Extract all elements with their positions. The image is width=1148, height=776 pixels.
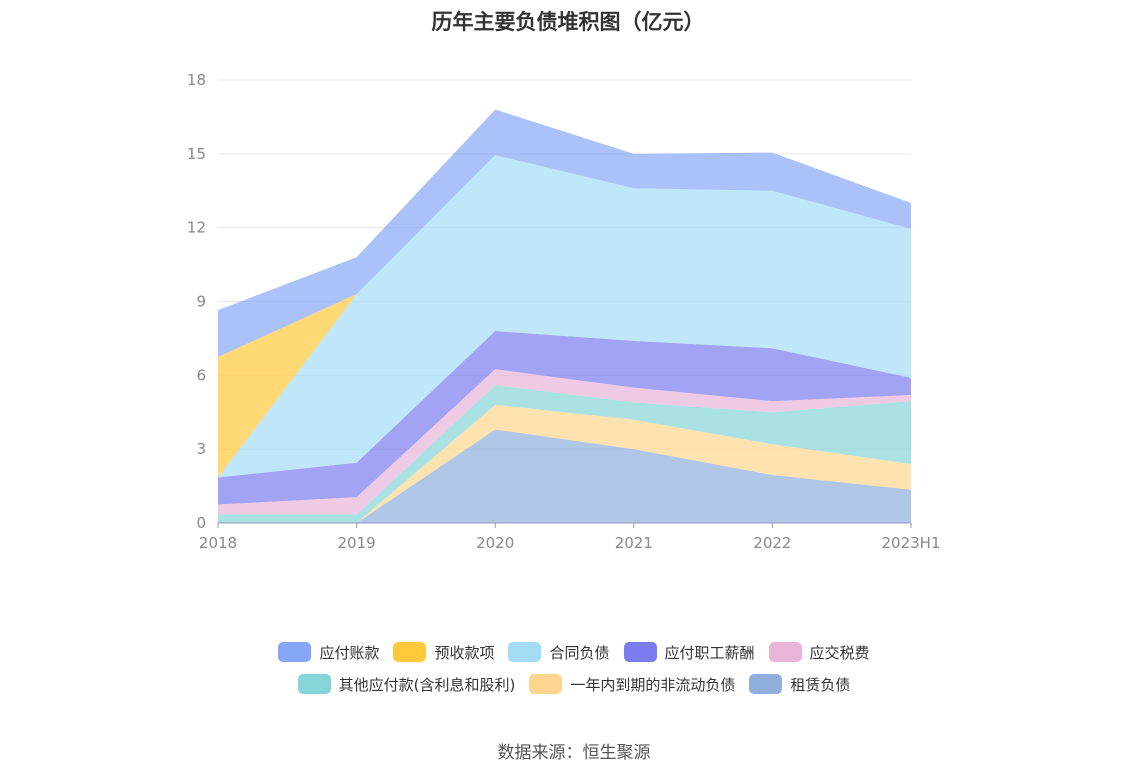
x-tick-label: 2023H1 <box>882 534 941 552</box>
legend-label: 应付职工薪酬 <box>664 643 755 662</box>
legend-label: 一年内到期的非流动负债 <box>570 675 736 694</box>
legend-label: 其他应付款(含利息和股利) <box>338 675 516 694</box>
area-series-3 <box>218 369 911 515</box>
y-tick-label: 0 <box>196 514 206 532</box>
area-series-7 <box>218 109 911 357</box>
legend-item[interactable]: 合同负债 <box>508 642 610 663</box>
legend-item[interactable]: 应付职工薪酬 <box>623 642 755 663</box>
x-tick-label: 2018 <box>199 534 237 552</box>
legend-swatch <box>278 642 312 662</box>
legend-label: 应交税费 <box>809 643 870 662</box>
legend-swatch <box>508 642 542 662</box>
legend-swatch <box>393 642 427 662</box>
legend-item[interactable]: 预收款项 <box>393 642 494 663</box>
chart-legend: 应付账款 预收款项 合同负债 应付职工薪酬 应交税费其他应付款(含利息和股利) 一年内到期… <box>0 636 1148 700</box>
legend-label: 合同负债 <box>549 643 610 662</box>
legend-item[interactable]: 应付账款 <box>278 642 379 663</box>
legend-label: 应付账款 <box>319 643 380 662</box>
area-series-4 <box>218 331 911 505</box>
area-series-0 <box>218 429 911 523</box>
data-source-note: 数据来源：恒生聚源 <box>497 743 651 763</box>
legend-item[interactable]: 一年内到期的非流动负债 <box>529 674 735 695</box>
x-tick-label: 2021 <box>615 534 653 552</box>
y-tick-label: 15 <box>187 145 206 163</box>
y-tick-label: 9 <box>196 293 206 311</box>
y-tick-label: 3 <box>196 440 206 458</box>
area-series-5 <box>218 155 911 478</box>
x-tick-label: 2022 <box>753 534 791 552</box>
x-tick-label: 2019 <box>338 534 376 552</box>
legend-swatch <box>623 642 657 662</box>
legend-label: 预收款项 <box>434 643 495 662</box>
legend-swatch <box>297 674 331 694</box>
legend-item[interactable]: 应交税费 <box>768 642 870 663</box>
legend-swatch <box>768 642 802 662</box>
y-tick-label: 18 <box>187 71 206 89</box>
legend-row: 其他应付款(含利息和股利) 一年内到期的非流动负债 租赁负债 <box>0 668 1148 700</box>
legend-item[interactable]: 租赁负债 <box>749 674 850 695</box>
area-series-2 <box>218 385 911 523</box>
legend-row: 应付账款 预收款项 合同负债 应付职工薪酬 应交税费 <box>0 636 1148 668</box>
legend-item[interactable]: 其他应付款(含利息和股利) <box>297 674 516 695</box>
y-tick-label: 12 <box>187 219 206 237</box>
x-tick-label: 2020 <box>476 534 514 552</box>
stacked-area-chart: 0 3 6 9 12 15 18 2018 2019 2020 2021 2022 2023H1 <box>187 71 941 552</box>
legend-swatch <box>749 674 783 694</box>
chart-title: 历年主要负债堆积图（亿元） <box>431 10 705 34</box>
legend-label: 租赁负债 <box>790 675 851 694</box>
y-tick-label: 6 <box>196 366 206 384</box>
legend-swatch <box>529 674 563 694</box>
